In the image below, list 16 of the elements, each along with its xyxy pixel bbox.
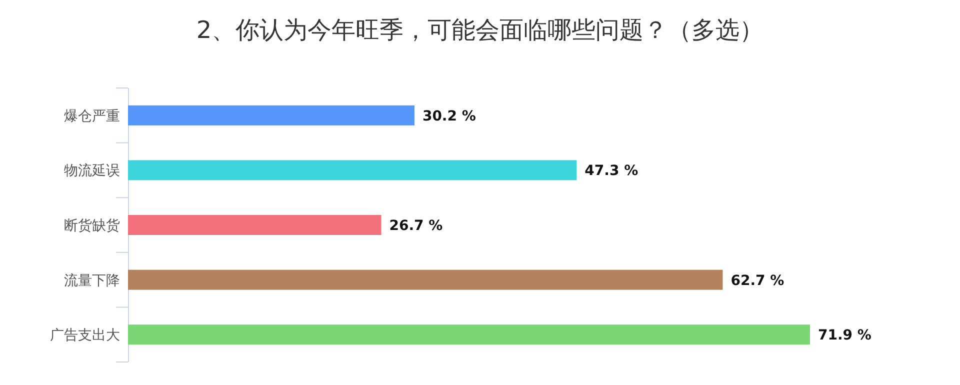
chart-title: 2、你认为今年旺季，可能会面临哪些问题？（多选） [196, 16, 764, 44]
y-tick-label: 物流延误 [64, 163, 120, 180]
bar [128, 324, 810, 345]
data-label: 47.3 % [584, 163, 638, 180]
y-tick-label: 爆仓严重 [64, 108, 120, 124]
data-label: 26.7 % [389, 218, 443, 234]
data-label: 62.7 % [730, 272, 784, 289]
bar [128, 270, 723, 290]
bar [128, 215, 382, 235]
y-tick-label: 流量下降 [64, 272, 120, 289]
data-label: 30.2 % [422, 108, 476, 124]
data-label: 71.9 % [818, 328, 872, 344]
bar [128, 160, 577, 180]
y-tick-label: 断货缺货 [64, 218, 120, 234]
y-tick-label: 广告支出大 [50, 328, 120, 344]
bar [128, 105, 414, 126]
